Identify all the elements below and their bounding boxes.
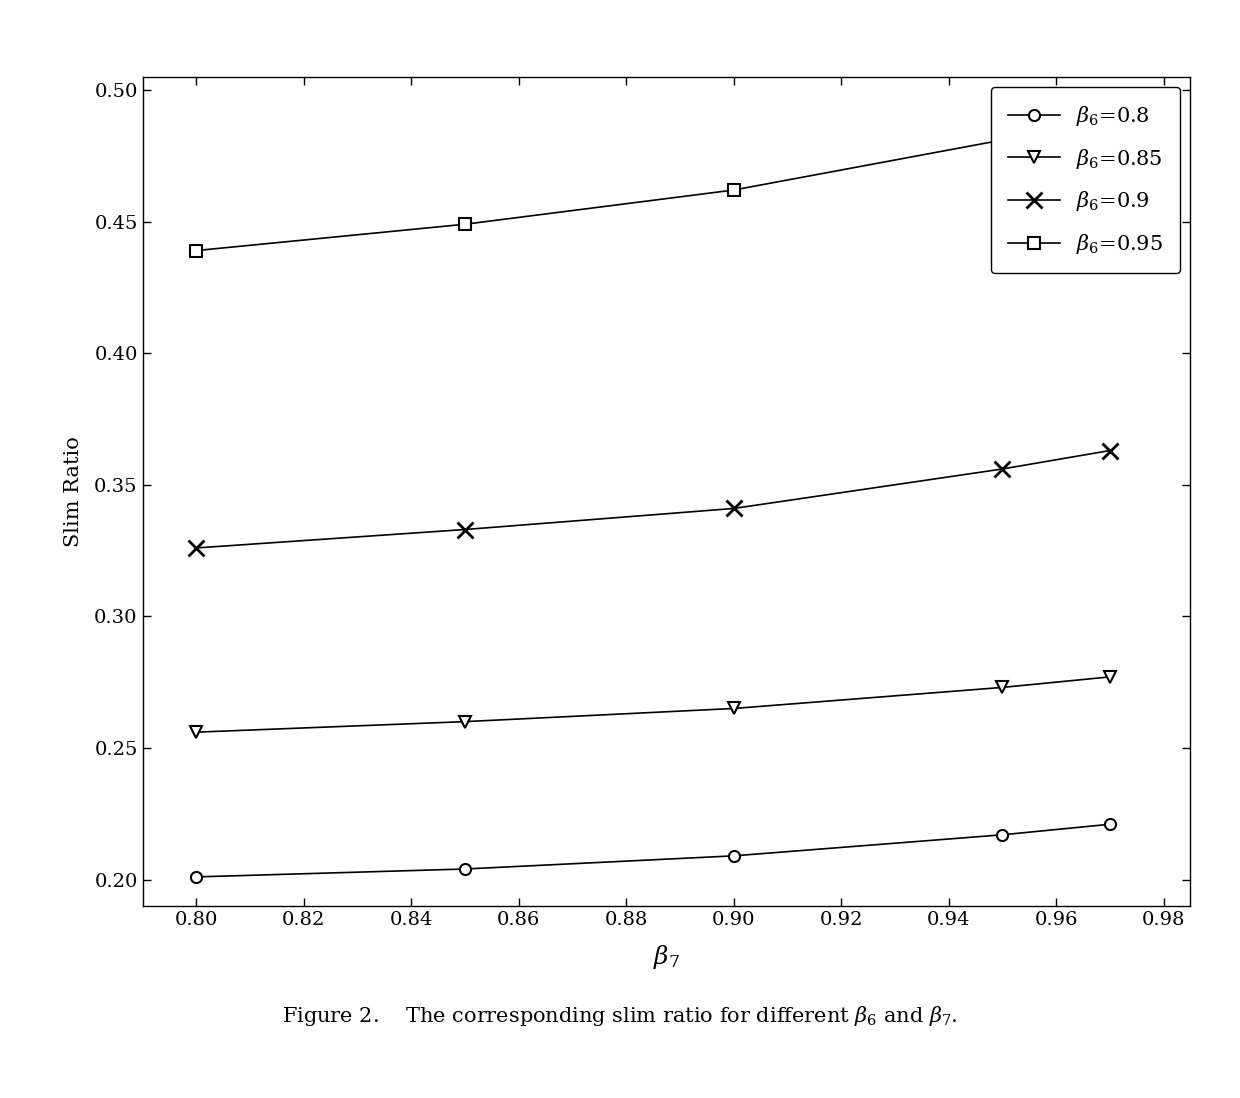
$\beta_6$=0.85 [188,726,203,739]
$\beta_6$=0.85 [727,702,742,715]
Text: Figure 2.    The corresponding slim ratio for different $\beta_6$ and $\beta_7$.: Figure 2. The corresponding slim ratio f… [283,1004,957,1028]
$\beta_6$=0.85 [994,681,1009,694]
$\beta_6$=0.9 [1102,444,1117,457]
$\beta_6$=0.8 [1102,818,1117,831]
X-axis label: $\beta_7$: $\beta_7$ [653,942,680,971]
$\beta_6$=0.95 [994,134,1009,147]
$\beta_6$=0.9 [727,502,742,515]
$\beta_6$=0.9 [994,462,1009,475]
$\beta_6$=0.8 [188,871,203,884]
$\beta_6$=0.95 [727,183,742,197]
$\beta_6$=0.8 [994,828,1009,841]
Line: $\beta_6$=0.8: $\beta_6$=0.8 [191,819,1115,883]
Y-axis label: Slim Ratio: Slim Ratio [64,436,83,547]
$\beta_6$=0.95 [188,244,203,257]
Line: $\beta_6$=0.95: $\beta_6$=0.95 [191,100,1115,256]
Line: $\beta_6$=0.85: $\beta_6$=0.85 [191,671,1115,738]
$\beta_6$=0.8 [458,862,472,875]
$\beta_6$=0.8 [727,849,742,862]
$\beta_6$=0.95 [1102,99,1117,112]
Line: $\beta_6$=0.9: $\beta_6$=0.9 [188,442,1117,556]
Legend: $\beta_6$=0.8, $\beta_6$=0.85, $\beta_6$=0.9, $\beta_6$=0.95: $\beta_6$=0.8, $\beta_6$=0.85, $\beta_6$… [991,87,1180,273]
$\beta_6$=0.85 [458,715,472,728]
$\beta_6$=0.85 [1102,670,1117,683]
$\beta_6$=0.95 [458,217,472,231]
$\beta_6$=0.9 [458,523,472,536]
$\beta_6$=0.9 [188,541,203,554]
